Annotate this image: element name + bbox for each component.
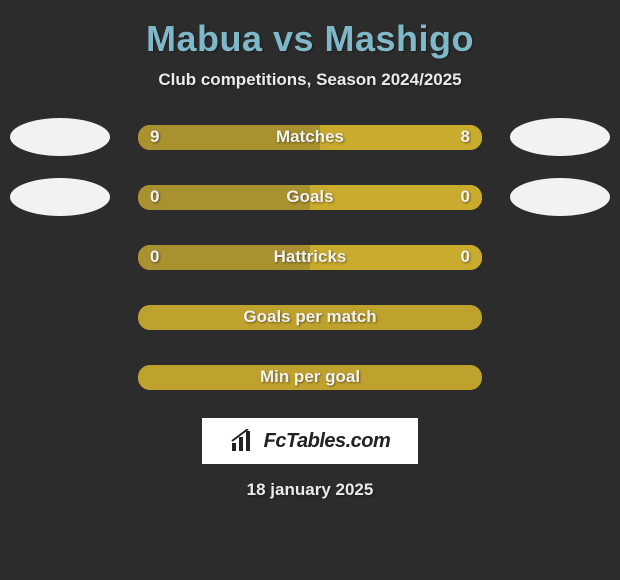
stat-bar: 98Matches [138, 125, 482, 150]
stat-right-value: 8 [461, 125, 470, 150]
left-team-oval [10, 118, 110, 156]
oval-placeholder [10, 298, 110, 336]
right-team-oval [510, 118, 610, 156]
page-title: Mabua vs Mashigo [10, 18, 610, 60]
oval-placeholder [510, 238, 610, 276]
stat-bar-left-fill [138, 125, 320, 150]
oval-placeholder [10, 238, 110, 276]
stat-label: Goals per match [138, 305, 482, 330]
stat-bar-right-fill [320, 125, 482, 150]
stat-bar-right-fill [310, 185, 482, 210]
stat-left-value: 0 [150, 185, 159, 210]
stat-right-value: 0 [461, 185, 470, 210]
left-team-oval [10, 178, 110, 216]
stat-left-value: 9 [150, 125, 159, 150]
barchart-icon [230, 429, 258, 453]
page-subtitle: Club competitions, Season 2024/2025 [10, 70, 610, 90]
stat-bar-right-fill [310, 245, 482, 270]
stats-area: 98Matches00Goals00HattricksGoals per mat… [10, 118, 610, 396]
stat-bar: Goals per match [138, 305, 482, 330]
stat-row: 98Matches [10, 118, 610, 156]
stat-bar-left-fill [138, 185, 310, 210]
stat-bar: 00Goals [138, 185, 482, 210]
stat-right-value: 0 [461, 245, 470, 270]
stat-left-value: 0 [150, 245, 159, 270]
oval-placeholder [10, 358, 110, 396]
stat-bar: Min per goal [138, 365, 482, 390]
stat-bar-left-fill [138, 245, 310, 270]
oval-placeholder [510, 298, 610, 336]
page-date: 18 january 2025 [10, 480, 610, 500]
stat-row: 00Goals [10, 178, 610, 216]
stat-bar: 00Hattricks [138, 245, 482, 270]
right-team-oval [510, 178, 610, 216]
source-logo: FcTables.com [202, 418, 418, 464]
comparison-card: Mabua vs Mashigo Club competitions, Seas… [0, 0, 620, 500]
oval-placeholder [510, 358, 610, 396]
stat-label: Min per goal [138, 365, 482, 390]
stat-row: Goals per match [10, 298, 610, 336]
stat-row: 00Hattricks [10, 238, 610, 276]
source-logo-text: FcTables.com [264, 430, 391, 453]
stat-row: Min per goal [10, 358, 610, 396]
